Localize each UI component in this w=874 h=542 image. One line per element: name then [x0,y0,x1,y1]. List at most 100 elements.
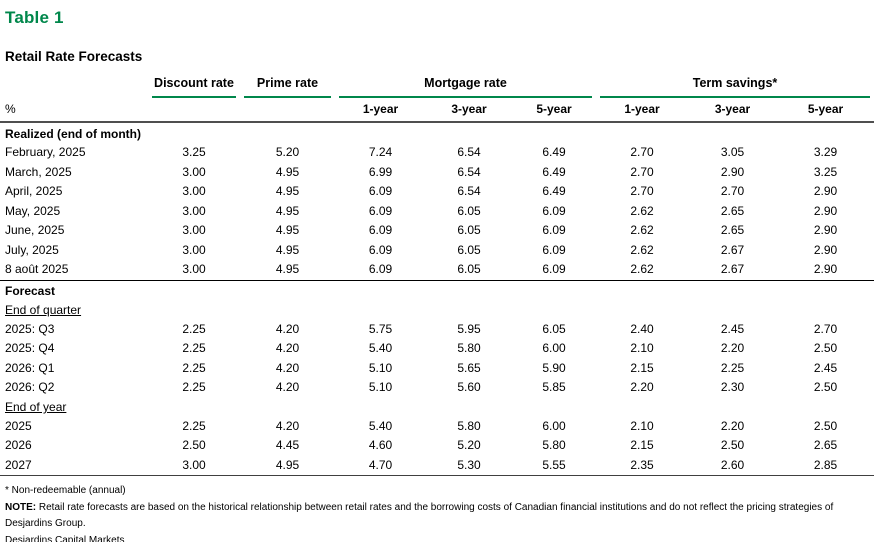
subsection-heading-end-of-quarter: End of quarter [0,301,874,320]
rate-cell: 2.65 [720,203,745,218]
row-label: July, 2025 [5,242,59,257]
rate-cell: 5.90 [542,360,566,375]
footnotes: * Non-redeemable (annual) NOTE: Retail r… [5,483,874,542]
subsection-heading-end-of-year: End of year [0,398,874,417]
source-line: Desjardins Capital Markets [5,534,125,542]
rate-cell: 4.60 [368,438,393,452]
section-heading-label: Realized (end of month) [5,126,141,141]
section-heading-label: Forecast [5,284,56,298]
table-row: February, 2025 3.25 5.20 7.24 6.54 6.49 2.70 3.… [0,143,874,163]
group-header-row: Discount rate Prime rate Mortgage rate T… [0,73,874,98]
rate-cell: 7.24 [368,145,393,159]
rate-cell: 6.09 [542,203,566,218]
rate-cell: 5.85 [542,380,566,394]
rate-cell: 4.95 [275,164,300,179]
rate-cell: 2.40 [630,321,654,336]
rate-cell: 2.20 [720,341,745,355]
rate-cell: 3.00 [148,455,240,476]
footnote-asterisk: * Non-redeemable (annual) [5,485,126,496]
row-label: April, 2025 [5,184,63,198]
column-group-label: Discount rate [152,73,236,98]
rate-cell: 2.90 [813,223,838,237]
rate-cell: 2.90 [777,260,874,281]
rate-cell: 2.90 [720,164,745,179]
rate-cell: 5.65 [457,360,481,375]
rate-cell: 2.30 [720,380,745,394]
rate-cell: 3.00 [182,223,206,237]
subsection-heading-label: End of year [5,400,67,414]
rate-cell: 2.62 [630,223,654,237]
rate-cell: 2.62 [630,242,654,257]
row-label: 2027 [0,455,148,476]
subheader-savings-1-year: 1-year [596,98,688,123]
rate-cell: 2.25 [182,418,206,433]
rate-cell: 4.95 [240,455,335,476]
rate-cell: 3.29 [813,145,838,159]
subheader-row: % 1-year 3-year 5-year 1-year 3-year 5-y… [0,98,874,123]
subheader-mortgage-5-year: 5-year [512,98,596,123]
rate-cell: 5.30 [426,455,512,476]
rate-cell: 4.95 [275,242,300,257]
column-group-label: Prime rate [244,73,331,98]
rate-cell: 2.50 [182,438,206,452]
rate-cell: 5.80 [542,438,566,452]
table-row: June, 2025 3.00 4.95 6.09 6.05 6.09 2.62 2.65 2.… [0,221,874,241]
rate-cell: 5.55 [512,455,596,476]
rate-cell: 2.70 [630,164,654,179]
rate-cell: 4.20 [275,418,300,433]
table-row: 2026: Q1 2.25 4.20 5.10 5.65 5.90 2.15 2.25 2.45 [0,359,874,379]
rate-cell: 4.95 [275,184,300,198]
column-group-term-savings: Term savings* [596,73,874,98]
rate-cell: 2.25 [720,360,745,375]
rate-cell: 2.25 [182,380,206,394]
subsection-heading-label: End of quarter [5,303,82,317]
column-group-discount-rate: Discount rate [148,73,240,98]
rate-cell: 3.00 [182,203,206,218]
rate-cell: 3.00 [182,184,206,198]
table-row: 2025: Q3 2.25 4.20 5.75 5.95 6.05 2.40 2.45 2.70 [0,320,874,340]
rate-cell: 3.25 [813,164,838,179]
subheader-savings-3-year: 3-year [688,98,777,123]
rate-cell: 6.49 [542,145,566,159]
rate-cell: 2.50 [813,380,838,394]
rate-cell: 6.09 [542,242,566,257]
table-row: 2025 2.25 4.20 5.40 5.80 6.00 2.10 2.20 2.50 [0,417,874,437]
table-number-title: Table 1 [5,8,64,27]
rate-cell: 2.35 [596,455,688,476]
rate-cell: 6.54 [457,184,481,198]
rate-cell: 5.80 [457,341,481,355]
rate-cell: 3.00 [182,164,206,179]
row-label: 2025 [5,418,32,433]
rate-cell: 2.10 [630,341,654,355]
rate-cell: 5.60 [457,380,481,394]
subheader-empty [148,98,240,123]
rate-cell: 2.85 [777,455,874,476]
rate-cell: 3.05 [720,145,745,159]
rate-cell: 2.25 [182,360,206,375]
rate-cell: 6.09 [368,242,393,257]
rate-cell: 6.09 [542,223,566,237]
row-label: 8 août 2025 [0,260,148,281]
rate-cell: 2.70 [630,184,654,198]
rate-cell: 2.15 [630,360,654,375]
table-row: 2027 3.00 4.95 4.70 5.30 5.55 2.35 2.60 2.85 [0,455,874,476]
column-group-label: Term savings* [600,73,870,98]
rate-cell: 2.70 [720,184,745,198]
footnote-note: NOTE: Retail rate forecasts are based on… [5,500,874,533]
rate-cell: 3.25 [182,145,206,159]
rate-cell: 6.00 [542,341,566,355]
row-label: 2026: Q1 [5,360,55,375]
row-label: 2025: Q3 [5,321,55,336]
rate-cell: 5.40 [368,418,393,433]
row-label: 2026 [5,438,32,452]
rate-cell: 4.95 [275,223,300,237]
rate-cell: 4.20 [275,360,300,375]
rate-cell: 6.09 [368,184,393,198]
rate-cell: 2.65 [813,438,838,452]
table-row: March, 2025 3.00 4.95 6.99 6.54 6.49 2.70 2.90 3… [0,163,874,183]
subheader-mortgage-3-year: 3-year [426,98,512,123]
rate-cell: 2.45 [720,321,745,336]
section-heading-realized: Realized (end of month) [0,122,874,143]
rate-cell: 4.70 [335,455,426,476]
rate-cell: 2.67 [688,260,777,281]
